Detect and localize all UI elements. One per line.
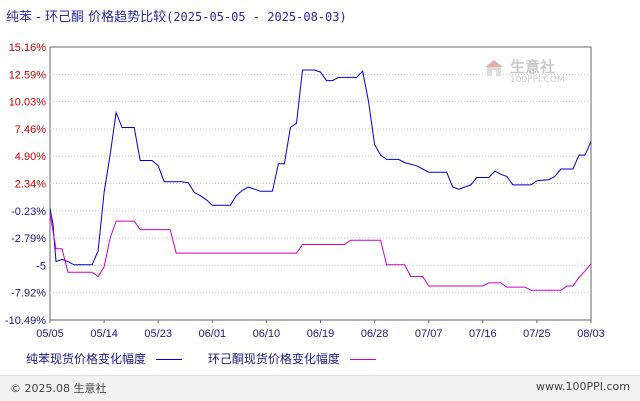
x-tick-label: 05/05 (36, 328, 64, 340)
x-tick-label: 07/16 (469, 328, 497, 340)
y-tick-label: -2.79% (11, 233, 46, 245)
footer-copyright: © 2025.08 生意社 (10, 382, 107, 395)
legend-item-s1: 纯苯现货价格变化幅度 (26, 350, 183, 367)
chart-title: 纯苯 - 环己酮 价格趋势比较(2025-05-05 - 2025-08-03) (6, 6, 347, 25)
y-tick-label: 2.34% (15, 178, 46, 190)
footer-site-link[interactable]: www.100PPI.com (536, 380, 630, 393)
chart-legend: 纯苯现货价格变化幅度 环己酮现货价格变化幅度 (26, 350, 398, 367)
x-tick-label: 05/14 (90, 328, 118, 340)
y-tick-label: -0.23% (11, 206, 46, 218)
x-tick-label: 06/19 (307, 328, 335, 340)
x-tick-label: 06/10 (253, 328, 281, 340)
x-tick-label: 06/28 (361, 328, 389, 340)
y-tick-label: 15.16% (9, 42, 47, 54)
x-tick-label: 06/01 (199, 328, 227, 340)
y-tick-label: 7.46% (15, 124, 46, 136)
x-tick-label: 08/03 (577, 328, 605, 340)
legend-label-s1: 纯苯现货价格变化幅度 (26, 352, 147, 366)
series-line-1 (50, 69, 591, 266)
y-tick-label: -5 (36, 260, 46, 272)
chart-title-range: (2025-05-05 - 2025-08-03) (166, 10, 347, 24)
y-tick-label: -10.49% (5, 315, 46, 327)
legend-item-s2: 环己酮现货价格变化幅度 (208, 350, 376, 367)
legend-swatch-s1 (156, 359, 183, 360)
x-tick-label: 05/23 (144, 328, 172, 340)
y-tick-label: 12.59% (9, 69, 47, 81)
line-chart: 15.16% 12.59% 10.03% 7.46% 4.90% 2.34% -0.23% -… (5, 42, 605, 340)
legend-label-s2: 环己酮现货价格变化幅度 (207, 352, 340, 366)
x-tick-label: 07/25 (523, 328, 551, 340)
x-tick-label: 07/07 (415, 328, 443, 340)
watermark-site: 100PPI.COM (510, 75, 565, 85)
watermark: 生意社 100PPI.COM (484, 56, 584, 90)
y-tick-label: 4.90% (15, 151, 46, 163)
legend-swatch-s2 (349, 359, 376, 360)
y-tick-label: 10.03% (9, 97, 47, 109)
chart-title-name: 纯苯 - 环己酮 价格趋势比较 (6, 10, 167, 25)
series-line-2 (50, 213, 591, 291)
footer: © 2025.08 生意社 www.100PPI.com (0, 375, 640, 401)
watermark-logo-icon (485, 60, 503, 76)
y-tick-label: -7.92% (11, 288, 46, 300)
watermark-brand: 生意社 (510, 58, 556, 76)
